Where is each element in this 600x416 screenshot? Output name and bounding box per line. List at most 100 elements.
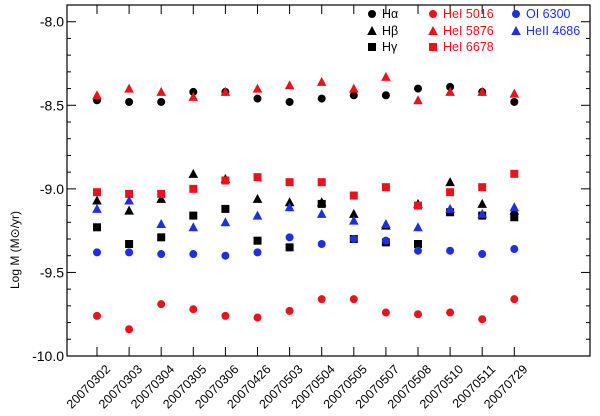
data-point xyxy=(478,315,487,324)
legend-marker xyxy=(428,26,438,35)
data-point xyxy=(92,90,102,100)
data-point xyxy=(317,240,326,249)
data-points xyxy=(92,71,520,334)
data-point xyxy=(125,248,134,257)
data-point xyxy=(220,86,231,96)
legend-entry: HeI 6678 xyxy=(429,40,494,54)
data-point xyxy=(478,183,487,192)
y-axis: -10.0 -9.5 -9.0 -8.5 -8.0 xyxy=(32,4,590,364)
data-point xyxy=(349,83,359,93)
data-point xyxy=(445,177,455,187)
data-point xyxy=(284,80,295,90)
data-point xyxy=(156,218,166,228)
data-point xyxy=(253,236,262,245)
data-point xyxy=(125,189,134,198)
legend-marker xyxy=(429,10,437,18)
legend-entry: Hβ xyxy=(367,24,398,38)
legend-label: Hγ xyxy=(382,40,398,54)
data-point xyxy=(414,310,422,319)
legend-label: HeI 6678 xyxy=(443,40,494,54)
data-point xyxy=(253,313,262,322)
data-point xyxy=(124,83,134,93)
data-point xyxy=(221,176,230,185)
data-point xyxy=(93,223,101,232)
data-point xyxy=(92,195,102,205)
data-point xyxy=(349,295,358,304)
data-point xyxy=(285,233,294,242)
data-point xyxy=(284,202,295,212)
series-hei-6678 xyxy=(93,169,519,210)
y-tick-label: -9.0 xyxy=(40,181,64,197)
legend-marker xyxy=(511,26,521,35)
data-point xyxy=(510,295,519,304)
data-point xyxy=(510,97,519,106)
data-point xyxy=(414,246,422,255)
data-point xyxy=(317,94,326,103)
data-point xyxy=(93,248,101,257)
data-point xyxy=(510,245,519,254)
y-tick-label: -10.0 xyxy=(32,348,64,364)
data-point xyxy=(316,208,327,218)
data-point xyxy=(285,306,294,315)
series-oi-6300 xyxy=(93,233,519,260)
legend-entry: HeI 5016 xyxy=(429,7,494,21)
data-point xyxy=(93,311,101,320)
data-point xyxy=(509,88,520,98)
data-point xyxy=(349,215,359,225)
data-point xyxy=(188,168,199,178)
data-point xyxy=(189,184,198,193)
data-point xyxy=(381,183,390,192)
data-point xyxy=(381,71,391,81)
data-point xyxy=(221,251,230,260)
data-point xyxy=(446,188,455,197)
data-point xyxy=(188,222,199,232)
data-point xyxy=(93,188,101,197)
y-tick-label: -8.0 xyxy=(40,14,64,30)
data-point xyxy=(284,197,295,207)
data-point xyxy=(221,204,230,213)
legend-marker xyxy=(368,10,376,18)
data-point xyxy=(349,235,358,243)
data-point xyxy=(446,308,455,317)
data-point xyxy=(221,311,230,320)
data-point xyxy=(478,250,487,259)
data-point xyxy=(125,97,134,106)
data-point xyxy=(414,201,422,210)
data-point xyxy=(157,97,166,106)
data-point xyxy=(317,199,326,208)
data-point xyxy=(381,91,390,100)
series-hei-5876 xyxy=(92,71,520,105)
y-tick-label: -8.5 xyxy=(40,97,64,113)
legend-label: HeI 5876 xyxy=(443,24,494,38)
data-point xyxy=(349,91,358,100)
data-point xyxy=(156,193,166,203)
data-point xyxy=(157,189,166,198)
data-point xyxy=(446,82,455,91)
data-point xyxy=(252,210,263,220)
legend-label: OI 6300 xyxy=(526,7,571,21)
data-point xyxy=(477,86,487,96)
data-point xyxy=(189,305,198,314)
legend-label: Hβ xyxy=(382,24,398,38)
data-point xyxy=(317,295,326,304)
y-axis-label: Log M (M⊙/yr) xyxy=(8,211,22,289)
data-point xyxy=(477,198,487,208)
data-point xyxy=(189,250,198,259)
legend: Hα Hβ Hγ HeI 5016 HeI 5876 HeI 6678 OI 6300 HeI… xyxy=(367,7,580,54)
legend-entry: Hγ xyxy=(368,40,398,54)
data-point xyxy=(413,222,423,232)
legend-label: HeI 5016 xyxy=(443,7,494,21)
data-point xyxy=(509,202,520,212)
data-point xyxy=(285,97,294,106)
data-point xyxy=(445,203,455,213)
legend-label: Hα xyxy=(382,7,398,21)
data-point xyxy=(316,76,327,86)
series-hα xyxy=(93,82,519,106)
legend-entry: HeII 4686 xyxy=(511,24,580,38)
legend-label: HeII 4686 xyxy=(526,24,580,38)
x-axis: 2007030220070303200703042007030520070306… xyxy=(64,5,530,411)
data-point xyxy=(252,83,263,93)
data-point xyxy=(445,86,455,96)
series-hei-5016 xyxy=(93,295,519,334)
legend-marker xyxy=(512,10,520,18)
